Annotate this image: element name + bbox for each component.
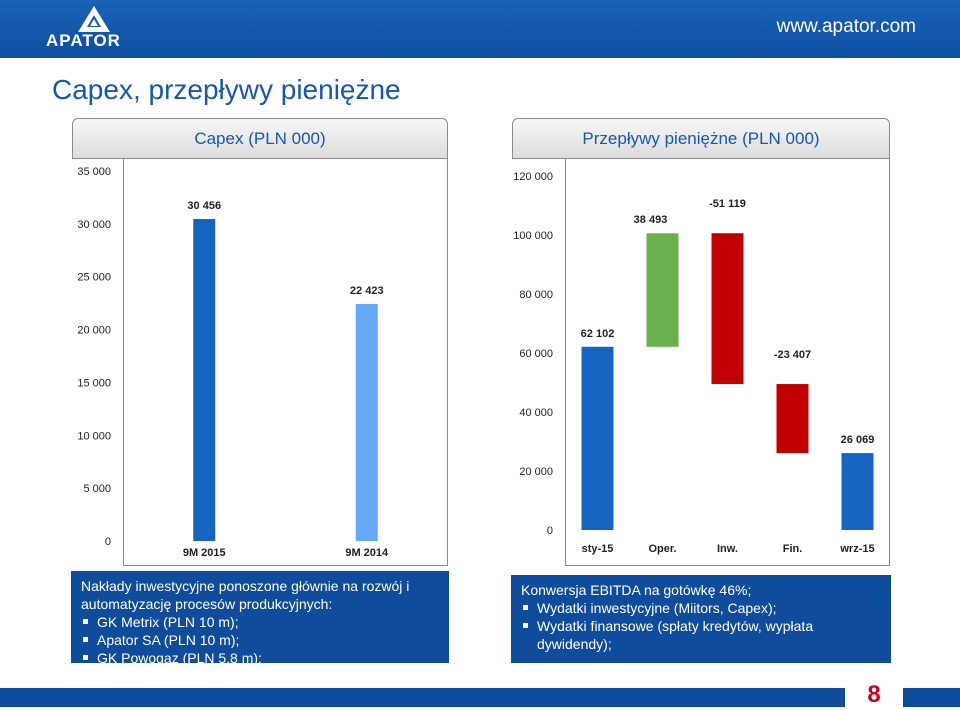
bullet-icon [523, 605, 528, 610]
y-tick-label: 20 000 [77, 325, 111, 337]
list-item-text: GK Powogaz (PLN 5,8 m); [97, 650, 262, 666]
capex-chart: 0 5 000 10 000 15 000 20 000 25 000 30 000 35 0… [77, 166, 389, 559]
bar [193, 219, 216, 541]
data-label: -51 119 [709, 198, 746, 210]
cashflow-panel: Przepływy pieniężne (PLN 000) 0 20 000 40 … [460, 118, 960, 568]
y-tick-label: 35 000 [77, 166, 111, 178]
y-tick-label: 100 000 [513, 230, 553, 242]
capex-note: Nakłady inwestycyjne ponoszone głównie n… [71, 571, 449, 666]
x-tick-label: Fin. [783, 543, 803, 555]
data-label: 38 493 [634, 214, 668, 226]
list-item-text: GK Metrix (PLN 10 m); [97, 614, 239, 630]
footer-bar [0, 688, 960, 707]
bullet-icon [523, 623, 528, 628]
list-item-text: Wydatki finansowe (spłaty kredytów, wypł… [537, 618, 814, 652]
data-label: 22 423 [350, 285, 384, 297]
x-tick-label: 9M 2015 [183, 547, 226, 559]
page-title: Capex, przepływy pieniężne [52, 74, 401, 105]
header-bar: APATOR www.apator.com [0, 0, 960, 58]
capex-chart-title: Capex (PLN 000) [72, 118, 448, 159]
cashflow-chart: 0 20 000 40 000 60 000 80 000 100 000 120 000 6… [513, 171, 875, 555]
y-tick-label: 0 [547, 525, 553, 537]
x-tick-label: Oper. [648, 543, 676, 555]
x-tick-label: 9M 2014 [345, 547, 389, 559]
y-tick-label: 5 000 [83, 483, 111, 495]
list-item-text: Apator SA (PLN 10 m); [97, 632, 240, 648]
x-tick-label: Inw. [717, 543, 738, 555]
capex-note-list: GK Metrix (PLN 10 m); Apator SA (PLN 10 … [81, 613, 439, 667]
capex-note-intro: Nakłady inwestycyjne ponoszone głównie n… [81, 578, 410, 612]
apator-logo-icon [78, 6, 110, 32]
y-tick-label: 60 000 [519, 348, 553, 360]
list-item: Apator SA (PLN 10 m); [81, 631, 439, 649]
bullet-icon [83, 637, 88, 642]
y-tick-label: 120 000 [513, 171, 553, 183]
list-item: GK Powogaz (PLN 5,8 m); [81, 649, 439, 667]
y-tick-label: 10 000 [77, 430, 111, 442]
logo-text: APATOR [46, 31, 121, 50]
capex-plot-area [123, 158, 448, 566]
y-tick-label: 80 000 [519, 289, 553, 301]
y-tick-label: 15 000 [77, 377, 111, 389]
x-tick-label: sty-15 [582, 543, 614, 555]
bar [646, 233, 679, 347]
bar [841, 453, 874, 530]
list-item: GK Metrix (PLN 10 m); [81, 613, 439, 631]
bullet-icon [83, 655, 88, 660]
bar [581, 346, 614, 530]
data-label: 30 456 [187, 200, 221, 212]
y-tick-label: 25 000 [77, 272, 111, 284]
cashflow-note-intro: Konwersja EBITDA na gotówkę 46%; [521, 582, 752, 598]
page-number-box [845, 680, 903, 707]
y-tick-label: 0 [105, 536, 111, 548]
bar [355, 303, 378, 541]
cashflow-note: Konwersja EBITDA na gotówkę 46%; Wydatki… [511, 575, 891, 663]
data-label: -23 407 [774, 349, 811, 361]
y-tick-label: 40 000 [519, 407, 553, 419]
list-item: Wydatki inwestycyjne (Miitors, Capex); [521, 599, 881, 617]
cashflow-chart-title: Przepływy pieniężne (PLN 000) [512, 118, 890, 159]
website-link[interactable]: www.apator.com [776, 16, 916, 37]
page-number: 8 [867, 681, 881, 708]
capex-panel: Capex (PLN 000) 0 5 000 10 000 15 000 20 000… [0, 118, 460, 568]
x-tick-label: wrz-15 [839, 543, 874, 555]
bar [776, 384, 809, 454]
data-label: 62 102 [581, 328, 615, 340]
bar [711, 233, 744, 385]
list-item-text: Wydatki inwestycyjne (Miitors, Capex); [537, 600, 777, 616]
list-item: Wydatki finansowe (spłaty kredytów, wypł… [521, 617, 881, 653]
y-tick-label: 20 000 [519, 466, 553, 478]
cashflow-note-list: Wydatki inwestycyjne (Miitors, Capex); W… [521, 599, 881, 653]
bullet-icon [83, 619, 88, 624]
y-tick-label: 30 000 [77, 219, 111, 231]
data-label: 26 069 [841, 434, 875, 446]
